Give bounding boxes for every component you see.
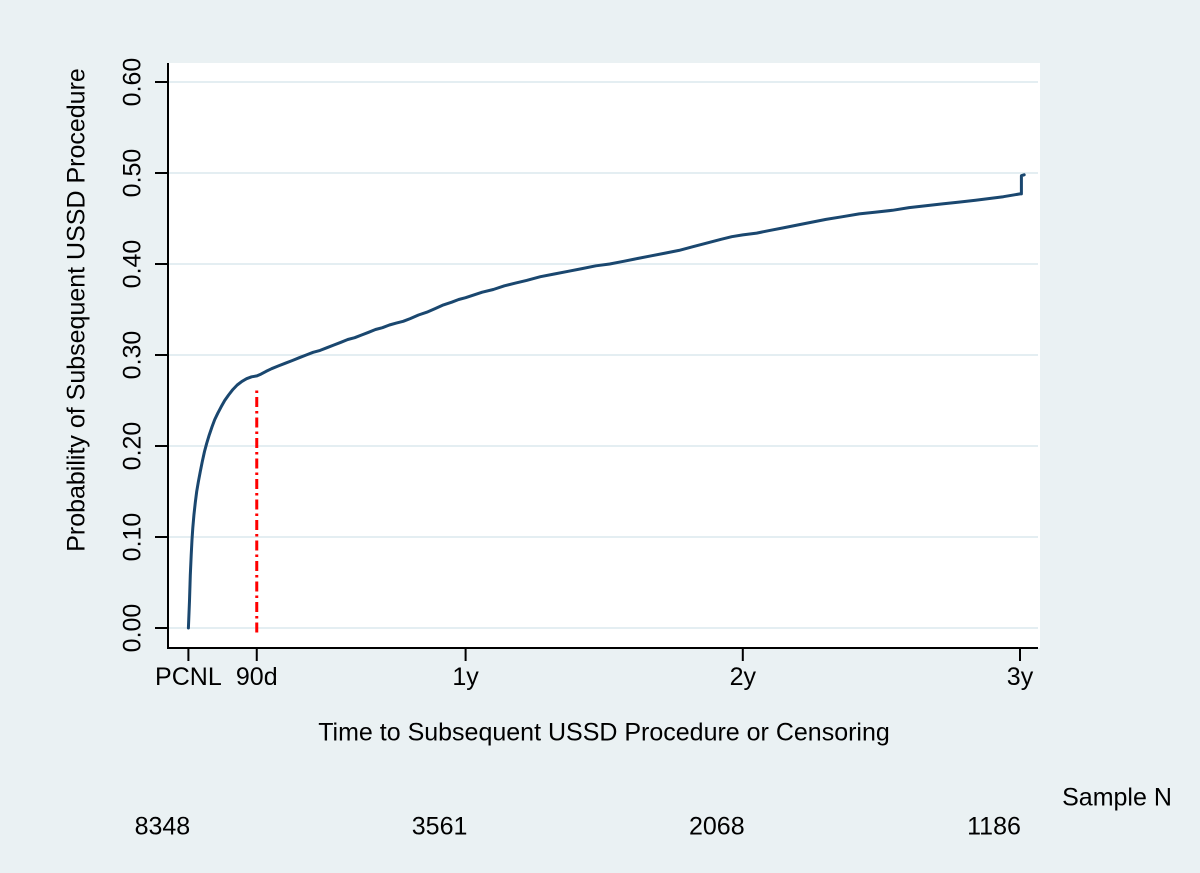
sample-n-count: 8348 bbox=[134, 812, 191, 841]
survival-curve bbox=[186, 173, 1026, 630]
y-tick-label: 0.00 bbox=[118, 603, 147, 653]
x-tick-label: 3y bbox=[1006, 663, 1034, 691]
x-tick-label: 1y bbox=[452, 663, 479, 691]
y-axis-title: Probability of Subsequent USSD Procedure bbox=[62, 68, 91, 552]
y-tick-label: 0.40 bbox=[118, 239, 147, 289]
x-tick-label: 90d bbox=[235, 663, 278, 691]
y-tick-label: 0.60 bbox=[118, 57, 147, 107]
y-tick-label: 0.20 bbox=[118, 421, 147, 471]
x-tick-label: PCNL bbox=[155, 663, 222, 691]
x-tick-label: 2y bbox=[729, 663, 756, 691]
y-tick-label: 0.30 bbox=[118, 330, 147, 380]
sample-n-label: Sample N bbox=[1062, 783, 1172, 812]
y-tick-label: 0.10 bbox=[118, 512, 147, 562]
sample-n-count: 1186 bbox=[967, 812, 1021, 841]
sample-n-count: 2068 bbox=[688, 812, 745, 841]
sample-n-count: 3561 bbox=[411, 812, 468, 841]
x-axis-title: Time to Subsequent USSD Procedure or Cen… bbox=[318, 718, 890, 747]
y-tick-label: 0.50 bbox=[118, 148, 147, 198]
